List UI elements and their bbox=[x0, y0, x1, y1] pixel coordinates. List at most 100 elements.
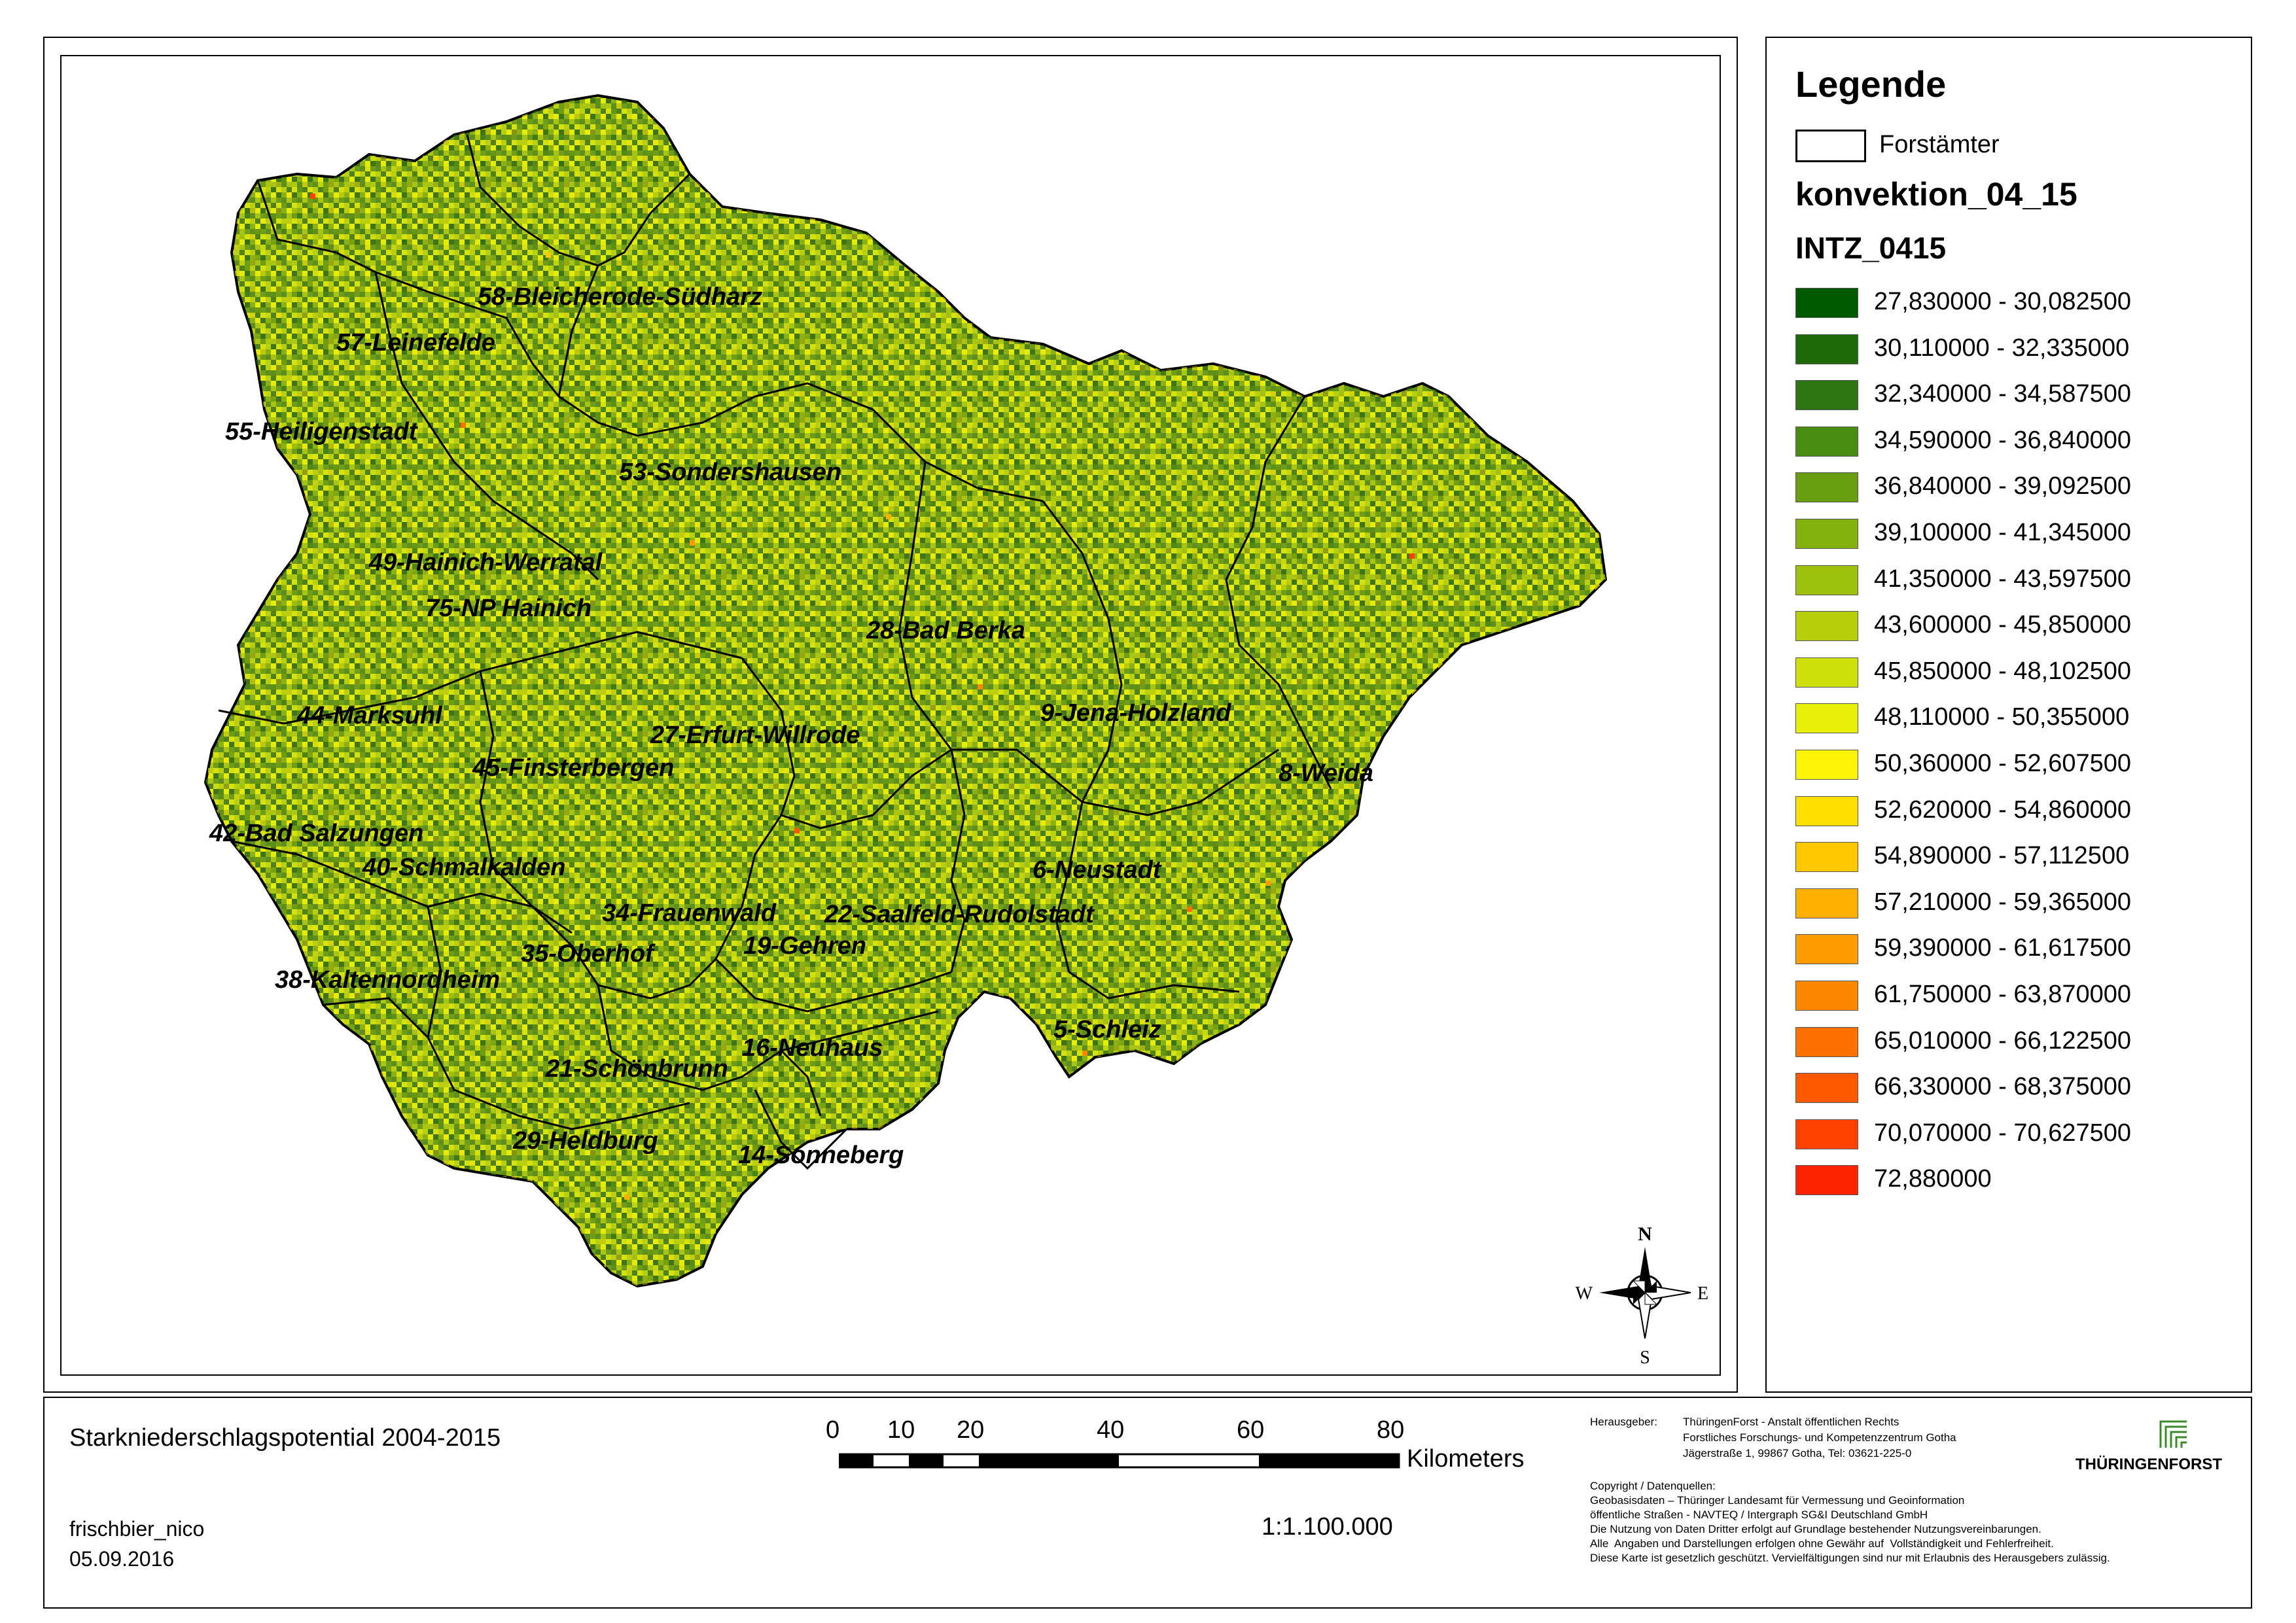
legend-class-row: 57,210000 - 59,365000 bbox=[1767, 884, 2225, 932]
legend-class-label: 61,750000 - 63,870000 bbox=[1874, 981, 2132, 1008]
district-label: 75-NP Hainich bbox=[425, 595, 592, 622]
legend-class-label: 54,890000 - 57,112500 bbox=[1874, 842, 2130, 870]
south-label: S bbox=[1640, 1348, 1650, 1368]
legend-class-row: 72,880000 bbox=[1767, 1161, 2225, 1208]
thuringia-map: 58-Bleicherode-Südharz 57-Leinefelde 55-He… bbox=[203, 94, 1708, 1368]
legend-class-label: 43,600000 - 45,850000 bbox=[1874, 611, 2132, 639]
footer-panel: Starkniederschlagspotential 2004-2015 fr… bbox=[43, 1397, 2252, 1609]
district-label: 42-Bad Salzungen bbox=[209, 820, 423, 847]
legend-class-label: 66,330000 - 68,375000 bbox=[1874, 1073, 2132, 1101]
legend-class-label: 39,100000 - 41,345000 bbox=[1874, 519, 2132, 546]
legend-class-label: 34,590000 - 36,840000 bbox=[1874, 426, 2132, 454]
legend-class-swatch bbox=[1795, 934, 1858, 965]
legend-class-row: 59,390000 - 61,617500 bbox=[1767, 930, 2225, 977]
legend-class-label: 59,390000 - 61,617500 bbox=[1874, 934, 2132, 962]
legend-panel: Legende Forstämter konvektion_04_15 INTZ… bbox=[1765, 37, 2252, 1393]
north-label: N bbox=[1638, 1223, 1652, 1245]
legend-class-row: 45,850000 - 48,102500 bbox=[1767, 654, 2225, 701]
legend-class-row: 27,830000 - 30,082500 bbox=[1767, 284, 2225, 331]
scale-tick-0: 0 bbox=[826, 1416, 840, 1444]
copyright-line-3: öffentliche Straßen - NAVTEQ / Intergrap… bbox=[1590, 1509, 1928, 1521]
legend-class-swatch bbox=[1795, 334, 1858, 364]
district-label: 34-Frauenwald bbox=[602, 899, 777, 927]
copyright-line-1: Copyright / Datenquellen: bbox=[1590, 1480, 1716, 1492]
legend-class-label: 52,620000 - 54,860000 bbox=[1874, 795, 2132, 824]
scale-ratio: 1:1.100.000 bbox=[1262, 1513, 1393, 1541]
legend-class-label: 48,110000 - 50,355000 bbox=[1874, 703, 2130, 731]
legend-class-label: 65,010000 - 66,122500 bbox=[1874, 1026, 2132, 1055]
outline-swatch bbox=[1795, 130, 1866, 162]
author: frischbier_nico bbox=[69, 1517, 205, 1541]
district-label: 29-Heldburg bbox=[512, 1127, 658, 1155]
legend-class-swatch bbox=[1795, 842, 1858, 873]
legend-class-row: 39,100000 - 41,345000 bbox=[1767, 515, 2225, 562]
legend-class-swatch bbox=[1795, 1073, 1858, 1104]
scale-unit: Kilometers bbox=[1407, 1445, 1525, 1473]
district-label: 53-Sondershausen bbox=[619, 459, 841, 486]
publisher-line-1: ThüringenForst - Anstalt öffentlichen Re… bbox=[1683, 1416, 1899, 1428]
legend-class-row: 36,840000 - 39,092500 bbox=[1767, 468, 2225, 515]
copyright-line-4: Die Nutzung von Daten Dritter erfolgt au… bbox=[1590, 1523, 2041, 1535]
legend-class-swatch bbox=[1795, 703, 1858, 734]
east-label: E bbox=[1697, 1283, 1708, 1304]
hotspot-pixels bbox=[310, 194, 1415, 1200]
west-label: W bbox=[1576, 1283, 1593, 1304]
district-label: 40-Schmalkalden bbox=[362, 854, 565, 881]
copyright-line-5: Alle Angaben und Darstellungen erfolgen … bbox=[1590, 1537, 2054, 1550]
legend-class-row: 34,590000 - 36,840000 bbox=[1767, 423, 2225, 470]
legend-class-swatch bbox=[1795, 380, 1858, 411]
legend-class-swatch bbox=[1795, 1119, 1858, 1149]
legend-class-swatch bbox=[1795, 288, 1858, 318]
outline-label: Forstämter bbox=[1879, 131, 2000, 158]
district-label: 28-Bad Berka bbox=[866, 617, 1025, 644]
legend-class-label: 32,340000 - 34,587500 bbox=[1874, 380, 2132, 408]
district-label: 27-Erfurt-Willrode bbox=[650, 722, 860, 749]
district-label: 55-Heiligenstadt bbox=[225, 418, 418, 445]
legend-class-label: 36,840000 - 39,092500 bbox=[1874, 472, 2132, 500]
scale-tick-80: 80 bbox=[1377, 1416, 1405, 1444]
district-label: 6-Neustadt bbox=[1033, 856, 1162, 884]
scale-tick-60: 60 bbox=[1237, 1416, 1265, 1444]
district-label: 16-Neuhaus bbox=[742, 1034, 883, 1062]
legend-class-label: 45,850000 - 48,102500 bbox=[1874, 657, 2132, 685]
map-frame: 58-Bleicherode-Südharz 57-Leinefelde 55-He… bbox=[43, 37, 1738, 1393]
legend-class-row: 43,600000 - 45,850000 bbox=[1767, 607, 2225, 654]
district-label: 9-Jena-Holzland bbox=[1040, 699, 1231, 727]
state-texture bbox=[205, 96, 1606, 1286]
district-labels: 58-Bleicherode-Südharz 57-Leinefelde 55-He… bbox=[209, 283, 1373, 1169]
map-date: 05.09.2016 bbox=[69, 1547, 175, 1571]
legend-class-swatch bbox=[1795, 519, 1858, 549]
legend-class-row: 41,350000 - 43,597500 bbox=[1767, 561, 2225, 608]
legend-class-row: 52,620000 - 54,860000 bbox=[1767, 792, 2225, 839]
legend-title: Legende bbox=[1795, 63, 1947, 105]
legend-class-swatch bbox=[1795, 981, 1858, 1011]
district-label: 58-Bleicherode-Südharz bbox=[478, 283, 762, 311]
map-title: Starkniederschlagspotential 2004-2015 bbox=[69, 1424, 501, 1452]
logo-text: THÜRINGENFORST bbox=[2075, 1456, 2222, 1473]
district-label: 38-Kaltennordheim bbox=[275, 966, 500, 994]
legend-class-row: 30,110000 - 32,335000 bbox=[1767, 330, 2225, 377]
district-label: 45-Finsterbergen bbox=[472, 754, 674, 782]
district-label: 8-Weida bbox=[1279, 759, 1373, 787]
scale-bar-graphic bbox=[839, 1453, 1400, 1469]
legend-class-row: 61,750000 - 63,870000 bbox=[1767, 977, 2225, 1024]
legend-class-row: 50,360000 - 52,607500 bbox=[1767, 746, 2225, 793]
legend-class-swatch bbox=[1795, 657, 1858, 688]
legend-class-row: 65,010000 - 66,122500 bbox=[1767, 1023, 2225, 1070]
legend-class-row: 54,890000 - 57,112500 bbox=[1767, 838, 2225, 885]
legend-class-row: 32,340000 - 34,587500 bbox=[1767, 376, 2225, 423]
legend-class-label: 30,110000 - 32,335000 bbox=[1874, 334, 2130, 362]
legend-class-row: 66,330000 - 68,375000 bbox=[1767, 1069, 2225, 1116]
legend-class-label: 57,210000 - 59,365000 bbox=[1874, 888, 2132, 916]
legend-class-swatch bbox=[1795, 1165, 1858, 1196]
map-canvas: 58-Bleicherode-Südharz 57-Leinefelde 55-He… bbox=[60, 55, 1721, 1376]
legend-class-row: 70,070000 - 70,627500 bbox=[1767, 1115, 2225, 1162]
legend-class-label: 72,880000 bbox=[1874, 1165, 1992, 1193]
district-label: 57-Leinefelde bbox=[336, 329, 495, 357]
legend-class-label: 70,070000 - 70,627500 bbox=[1874, 1119, 2132, 1147]
district-label: 22-Saalfeld-Rudolstadt bbox=[824, 901, 1095, 928]
legend-class-row: 48,110000 - 50,355000 bbox=[1767, 699, 2225, 746]
district-label: 44-Marksuhl bbox=[296, 702, 443, 729]
legend-class-label: 27,830000 - 30,082500 bbox=[1874, 288, 2132, 315]
legend-class-swatch bbox=[1795, 795, 1858, 826]
